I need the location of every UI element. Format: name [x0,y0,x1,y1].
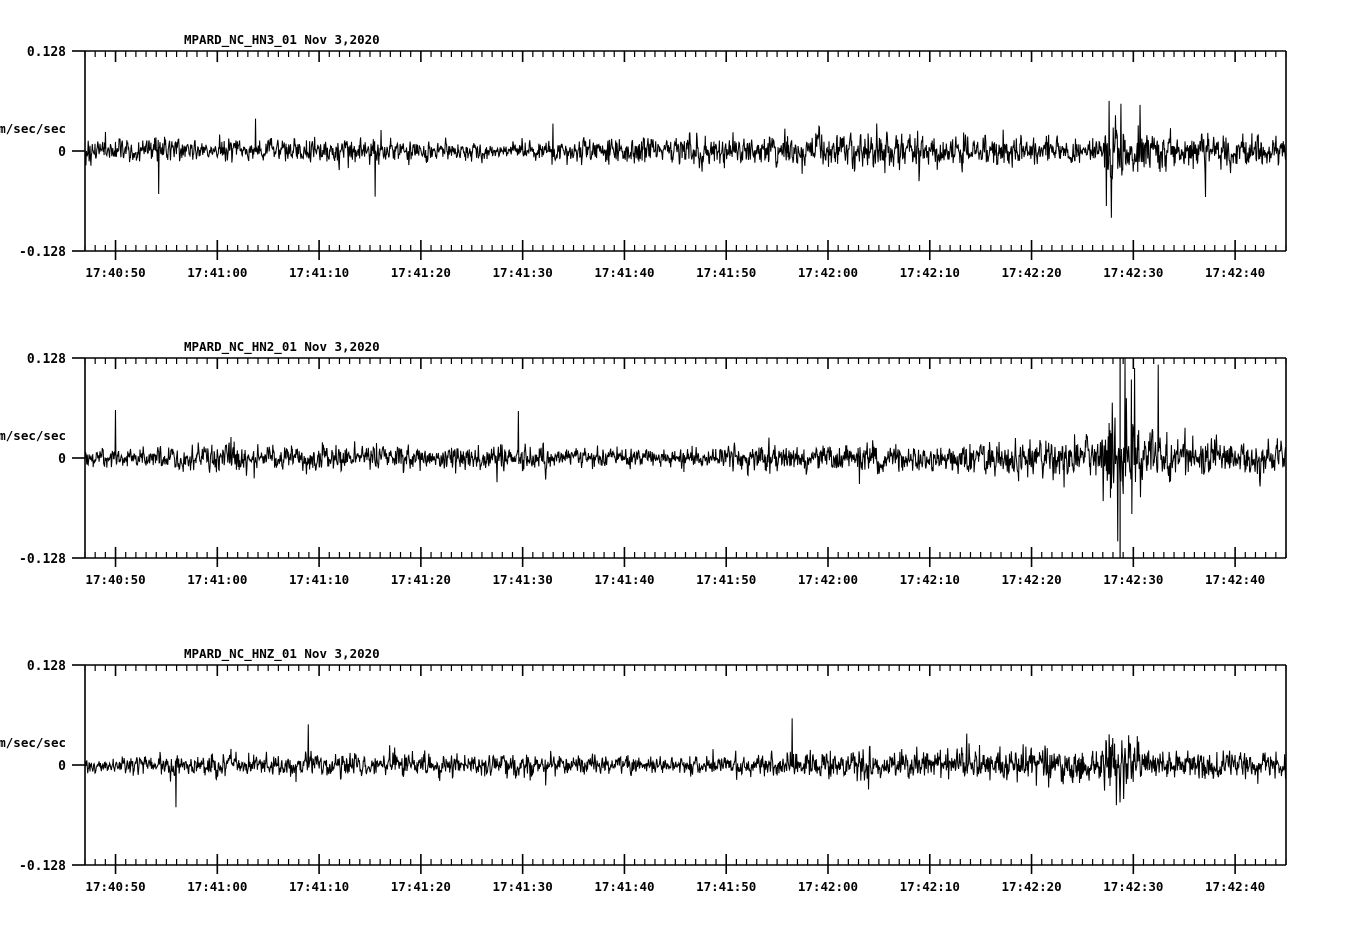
x-axis-tick-label: 17:42:00 [798,879,858,894]
x-axis-tick-label: 17:42:30 [1103,265,1163,280]
x-axis-tick-label: 17:41:40 [594,572,654,587]
seismogram-panel: 0.128 0 -0.128 cm/sec/sec MPARD_NC_HNZ_01 No… [0,639,1358,939]
x-axis-tick-label: 17:42:30 [1103,572,1163,587]
x-axis-tick-label: 17:41:00 [187,572,247,587]
y-axis-min-label: -0.128 [19,245,66,260]
x-axis-tick-label: 17:41:50 [696,265,756,280]
x-axis-tick-label: 17:41:10 [289,572,349,587]
x-axis-tick-label: 17:42:30 [1103,879,1163,894]
x-axis-tick-label: 17:42:40 [1205,265,1265,280]
x-axis-tick-label: 17:41:00 [187,265,247,280]
x-axis-tick-label: 17:41:10 [289,879,349,894]
x-axis-tick-label: 17:42:10 [900,265,960,280]
y-axis-min-label: -0.128 [19,552,66,567]
x-axis-tick-label: 17:42:10 [900,572,960,587]
x-axis-tick-label: 17:42:00 [798,265,858,280]
x-axis-tick-label: 17:41:30 [493,572,553,587]
y-axis-ticks [72,357,85,559]
x-axis-tick-label: 17:42:00 [798,572,858,587]
y-axis-zero-label: 0 [58,145,66,160]
y-axis-unit-label: cm/sec/sec [0,428,66,443]
x-axis-tick-label: 17:41:40 [594,265,654,280]
panel-title: MPARD_NC_HNZ_01 Nov 3,2020 [184,646,380,662]
x-axis-tick-label: 17:40:50 [85,572,145,587]
x-axis-tick-label: 17:42:40 [1205,879,1265,894]
waveform-trace [84,357,1287,542]
y-axis-zero-label: 0 [58,452,66,467]
x-axis-ticks [84,358,1287,567]
x-axis-tick-label: 17:42:20 [1001,879,1061,894]
y-axis-ticks [72,50,85,252]
x-axis-tick-label: 17:41:20 [391,265,451,280]
y-axis-max-label: 0.128 [27,45,66,60]
x-axis-ticks [84,665,1287,874]
panel-plot: 0.128 0 -0.128 cm/sec/sec MPARD_NC_HNZ_01 No… [0,646,1287,894]
panel-plot: 0.128 0 -0.128 cm/sec/sec MPARD_NC_HN2_01 No… [0,339,1287,587]
x-axis-tick-label: 17:42:10 [900,879,960,894]
x-axis-tick-label: 17:41:20 [391,572,451,587]
panel-title: MPARD_NC_HN2_01 Nov 3,2020 [184,339,380,355]
x-axis-tick-label: 17:41:10 [289,265,349,280]
x-axis-tick-label: 17:41:30 [493,265,553,280]
y-axis-zero-label: 0 [58,759,66,774]
x-axis-tick-label: 17:42:40 [1205,572,1265,587]
x-axis-tick-label: 17:41:50 [696,879,756,894]
x-axis-tick-label: 17:41:00 [187,879,247,894]
waveform-trace [84,100,1287,218]
x-axis-tick-label: 17:40:50 [85,879,145,894]
y-axis-max-label: 0.128 [27,352,66,367]
x-axis-tick-label: 17:41:40 [594,879,654,894]
seismogram-panel: 0.128 0 -0.128 cm/sec/sec MPARD_NC_HN3_01 No… [0,25,1358,325]
y-axis-max-label: 0.128 [27,659,66,674]
seismogram-panel: 0.128 0 -0.128 cm/sec/sec MPARD_NC_HN2_01 No… [0,332,1358,632]
y-axis-unit-label: cm/sec/sec [0,121,66,136]
panel-title: MPARD_NC_HN3_01 Nov 3,2020 [184,32,380,48]
x-axis-tick-label: 17:40:50 [85,265,145,280]
x-axis-tick-label: 17:41:20 [391,879,451,894]
x-axis-tick-label: 17:41:30 [493,879,553,894]
y-axis-unit-label: cm/sec/sec [0,735,66,750]
x-axis-tick-label: 17:42:20 [1001,572,1061,587]
panel-plot: 0.128 0 -0.128 cm/sec/sec MPARD_NC_HN3_01 No… [0,32,1287,280]
y-axis-min-label: -0.128 [19,859,66,874]
y-axis-ticks [72,664,85,866]
x-axis-tick-label: 17:42:20 [1001,265,1061,280]
x-axis-tick-label: 17:41:50 [696,572,756,587]
waveform-trace [84,718,1287,808]
x-axis-ticks [84,51,1287,260]
